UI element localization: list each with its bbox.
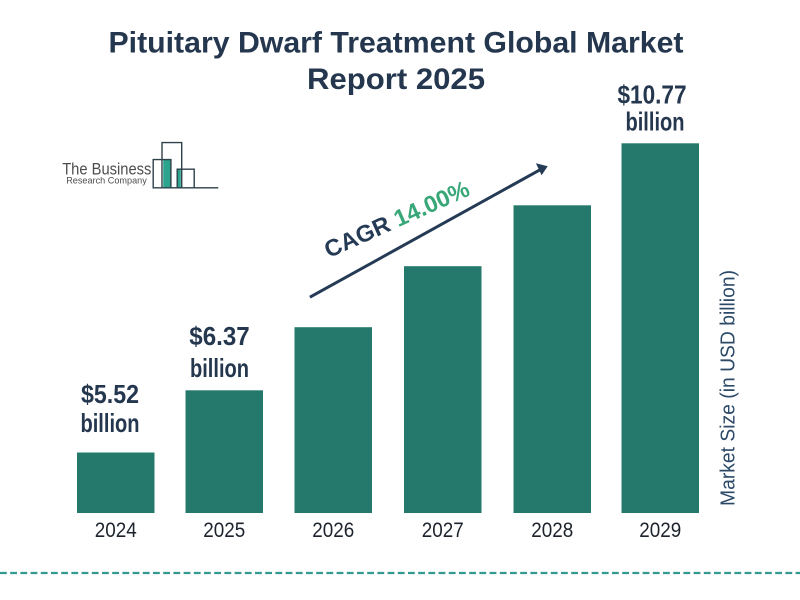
svg-text:Pituitary Dwarf Treatment Glob: Pituitary Dwarf Treatment Global Market: [109, 27, 684, 60]
svg-text:Research Company: Research Company: [66, 175, 147, 186]
svg-text:2029: 2029: [639, 518, 681, 542]
svg-text:$6.37: $6.37: [189, 321, 249, 351]
svg-text:2024: 2024: [95, 518, 137, 542]
svg-text:$5.52: $5.52: [81, 379, 139, 409]
svg-text:billion: billion: [81, 408, 140, 438]
svg-text:Market Size (in USD billion): Market Size (in USD billion): [718, 270, 740, 506]
svg-text:2026: 2026: [312, 518, 354, 542]
svg-text:2025: 2025: [203, 518, 245, 542]
svg-text:The Business: The Business: [62, 161, 151, 179]
svg-text:billion: billion: [626, 107, 685, 137]
svg-text:$10.77: $10.77: [617, 80, 686, 110]
svg-text:billion: billion: [190, 353, 249, 383]
svg-text:2027: 2027: [422, 518, 464, 542]
svg-text:2028: 2028: [531, 518, 573, 542]
svg-text:Report 2025: Report 2025: [307, 63, 485, 96]
